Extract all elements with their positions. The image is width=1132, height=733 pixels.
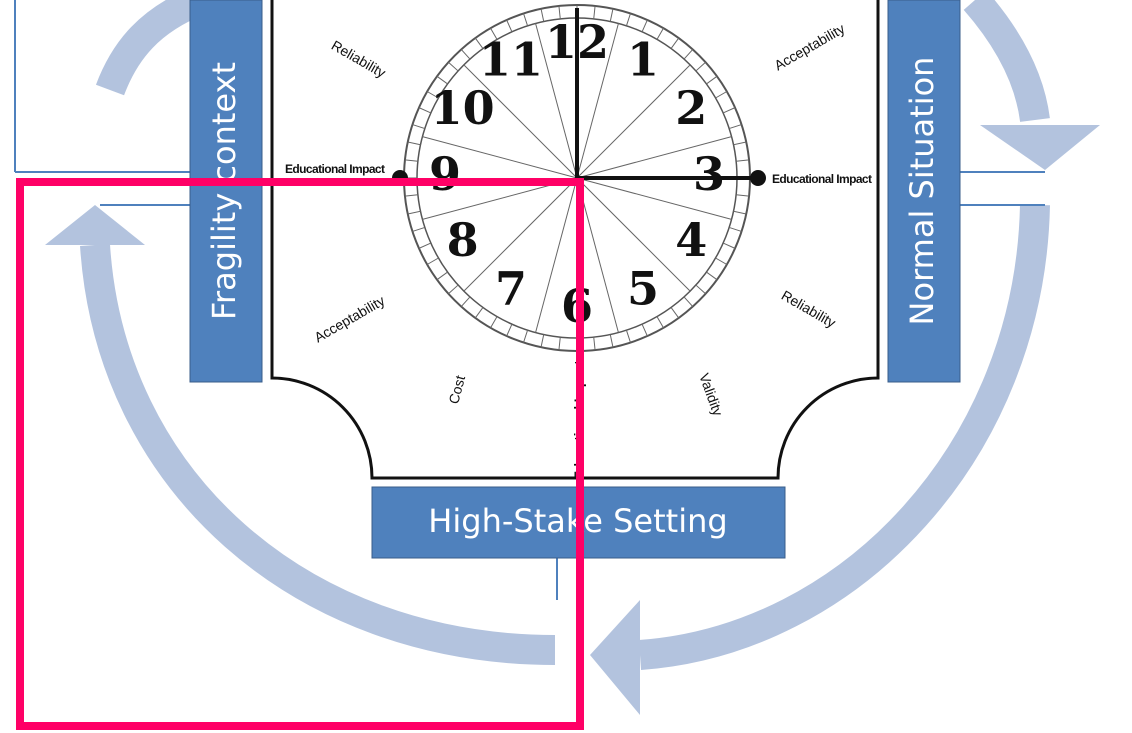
rim-tick xyxy=(448,284,459,295)
criterion: Educational Impact xyxy=(772,172,872,186)
rim-tick xyxy=(506,19,513,33)
arrow-right-bottom xyxy=(638,204,1050,670)
rim-tick xyxy=(426,257,439,265)
clock-number: 7 xyxy=(495,261,527,315)
rim-tick xyxy=(625,13,631,26)
rim-tick xyxy=(609,8,614,22)
rim-tick xyxy=(404,159,418,162)
rim-tick xyxy=(436,75,448,85)
spoke xyxy=(576,136,732,179)
rim-tick xyxy=(418,242,432,249)
rim-tick xyxy=(736,194,750,197)
rim-tick xyxy=(474,307,484,319)
right-label: Normal Situation xyxy=(903,57,941,326)
rim-tick xyxy=(733,210,747,215)
rim-tick xyxy=(490,316,498,329)
rim-tick xyxy=(641,19,648,33)
rim-tick xyxy=(733,141,747,146)
spoke xyxy=(576,23,619,179)
clock-number: 10 xyxy=(431,81,495,135)
rim-tick xyxy=(593,337,596,351)
hand-dot xyxy=(750,170,766,186)
cycle-arrows xyxy=(80,0,1050,670)
rim-tick xyxy=(407,210,421,215)
highlight-box xyxy=(16,178,584,730)
rim-tick xyxy=(490,27,498,40)
rim-tick xyxy=(523,13,529,26)
clock-number: 2 xyxy=(675,81,707,135)
rim-tick xyxy=(656,27,664,40)
clock-number: 4 xyxy=(675,213,707,267)
clock-number: 9 xyxy=(429,147,461,201)
spoke xyxy=(535,177,578,333)
rim-tick xyxy=(683,49,694,60)
clock-number: 3 xyxy=(693,147,725,201)
rim-tick xyxy=(736,159,750,162)
rim-tick xyxy=(540,334,545,348)
clock-number: 5 xyxy=(627,261,659,315)
rim-tick xyxy=(558,337,561,351)
rim-tick xyxy=(715,91,728,99)
rim-tick xyxy=(609,334,614,348)
rim-tick xyxy=(523,330,529,343)
rim-tick xyxy=(695,284,706,295)
rim-tick xyxy=(683,296,694,307)
rim-tick xyxy=(418,107,432,114)
connector-lines xyxy=(14,0,1045,600)
rim-tick xyxy=(670,307,680,319)
rim-tick xyxy=(625,330,631,343)
criterion: Educational Impact xyxy=(285,162,385,176)
spoke xyxy=(463,177,578,292)
spoke xyxy=(576,177,732,220)
rim-tick xyxy=(722,242,736,249)
rim-tick xyxy=(641,323,648,337)
rim-tick xyxy=(706,75,718,85)
arrow-left-tail xyxy=(95,0,206,96)
rim-tick xyxy=(448,61,459,72)
left-label: Fragility context xyxy=(205,62,243,320)
left-box xyxy=(189,0,263,383)
rim-tick xyxy=(656,316,664,329)
rim-tick xyxy=(460,49,471,60)
clock-number: 12 xyxy=(545,15,609,69)
rim-tick xyxy=(412,226,425,232)
spoke xyxy=(535,23,578,179)
rim-tick xyxy=(706,271,718,281)
rim-tick xyxy=(540,8,545,22)
rim-tick xyxy=(722,107,736,114)
spoke xyxy=(463,64,578,179)
clock-number: 1 xyxy=(627,33,659,87)
rim-tick xyxy=(558,5,561,19)
rim-tick xyxy=(407,141,421,146)
rim-tick xyxy=(426,91,439,99)
rim-tick xyxy=(474,37,484,49)
spoke xyxy=(422,136,578,179)
rim-tick xyxy=(412,124,425,130)
rim-tick xyxy=(729,226,742,232)
rim-tick xyxy=(436,271,448,281)
arrowhead-left xyxy=(590,600,640,715)
clock-number: 11 xyxy=(479,33,543,87)
rim-tick xyxy=(670,37,680,49)
spoke xyxy=(576,64,691,179)
rim-tick xyxy=(506,323,513,337)
arrowhead-up xyxy=(45,205,145,245)
rim-tick xyxy=(695,61,706,72)
criterion: Cost xyxy=(445,374,468,406)
rim-tick xyxy=(460,296,471,307)
spoke xyxy=(576,177,691,292)
rim-tick xyxy=(404,194,418,197)
clock-number: 8 xyxy=(447,213,479,267)
arrow-right-top xyxy=(963,0,1050,123)
rim-tick xyxy=(729,124,742,130)
rim-tick xyxy=(715,257,728,265)
rim-tick xyxy=(593,5,596,19)
arrow-left xyxy=(80,244,556,665)
arrowhead-down xyxy=(980,125,1100,170)
right-box xyxy=(887,0,961,383)
